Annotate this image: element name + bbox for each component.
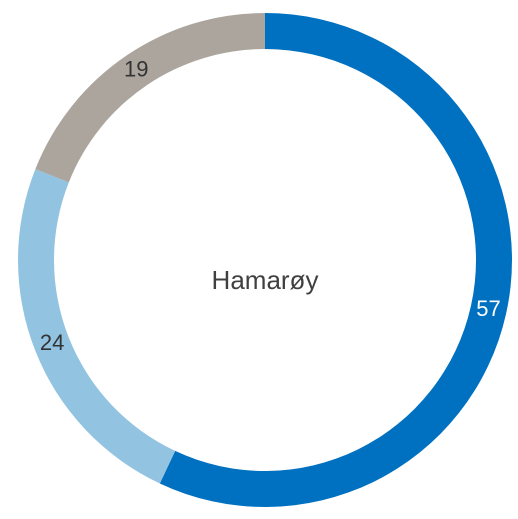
center-label: Hamarøy (212, 265, 319, 295)
donut-segment (18, 169, 176, 484)
donut-segment (159, 13, 512, 507)
value-label: 57 (476, 296, 500, 321)
donut-segment (35, 13, 265, 183)
value-label: 24 (40, 330, 64, 355)
value-label: 19 (124, 56, 148, 81)
